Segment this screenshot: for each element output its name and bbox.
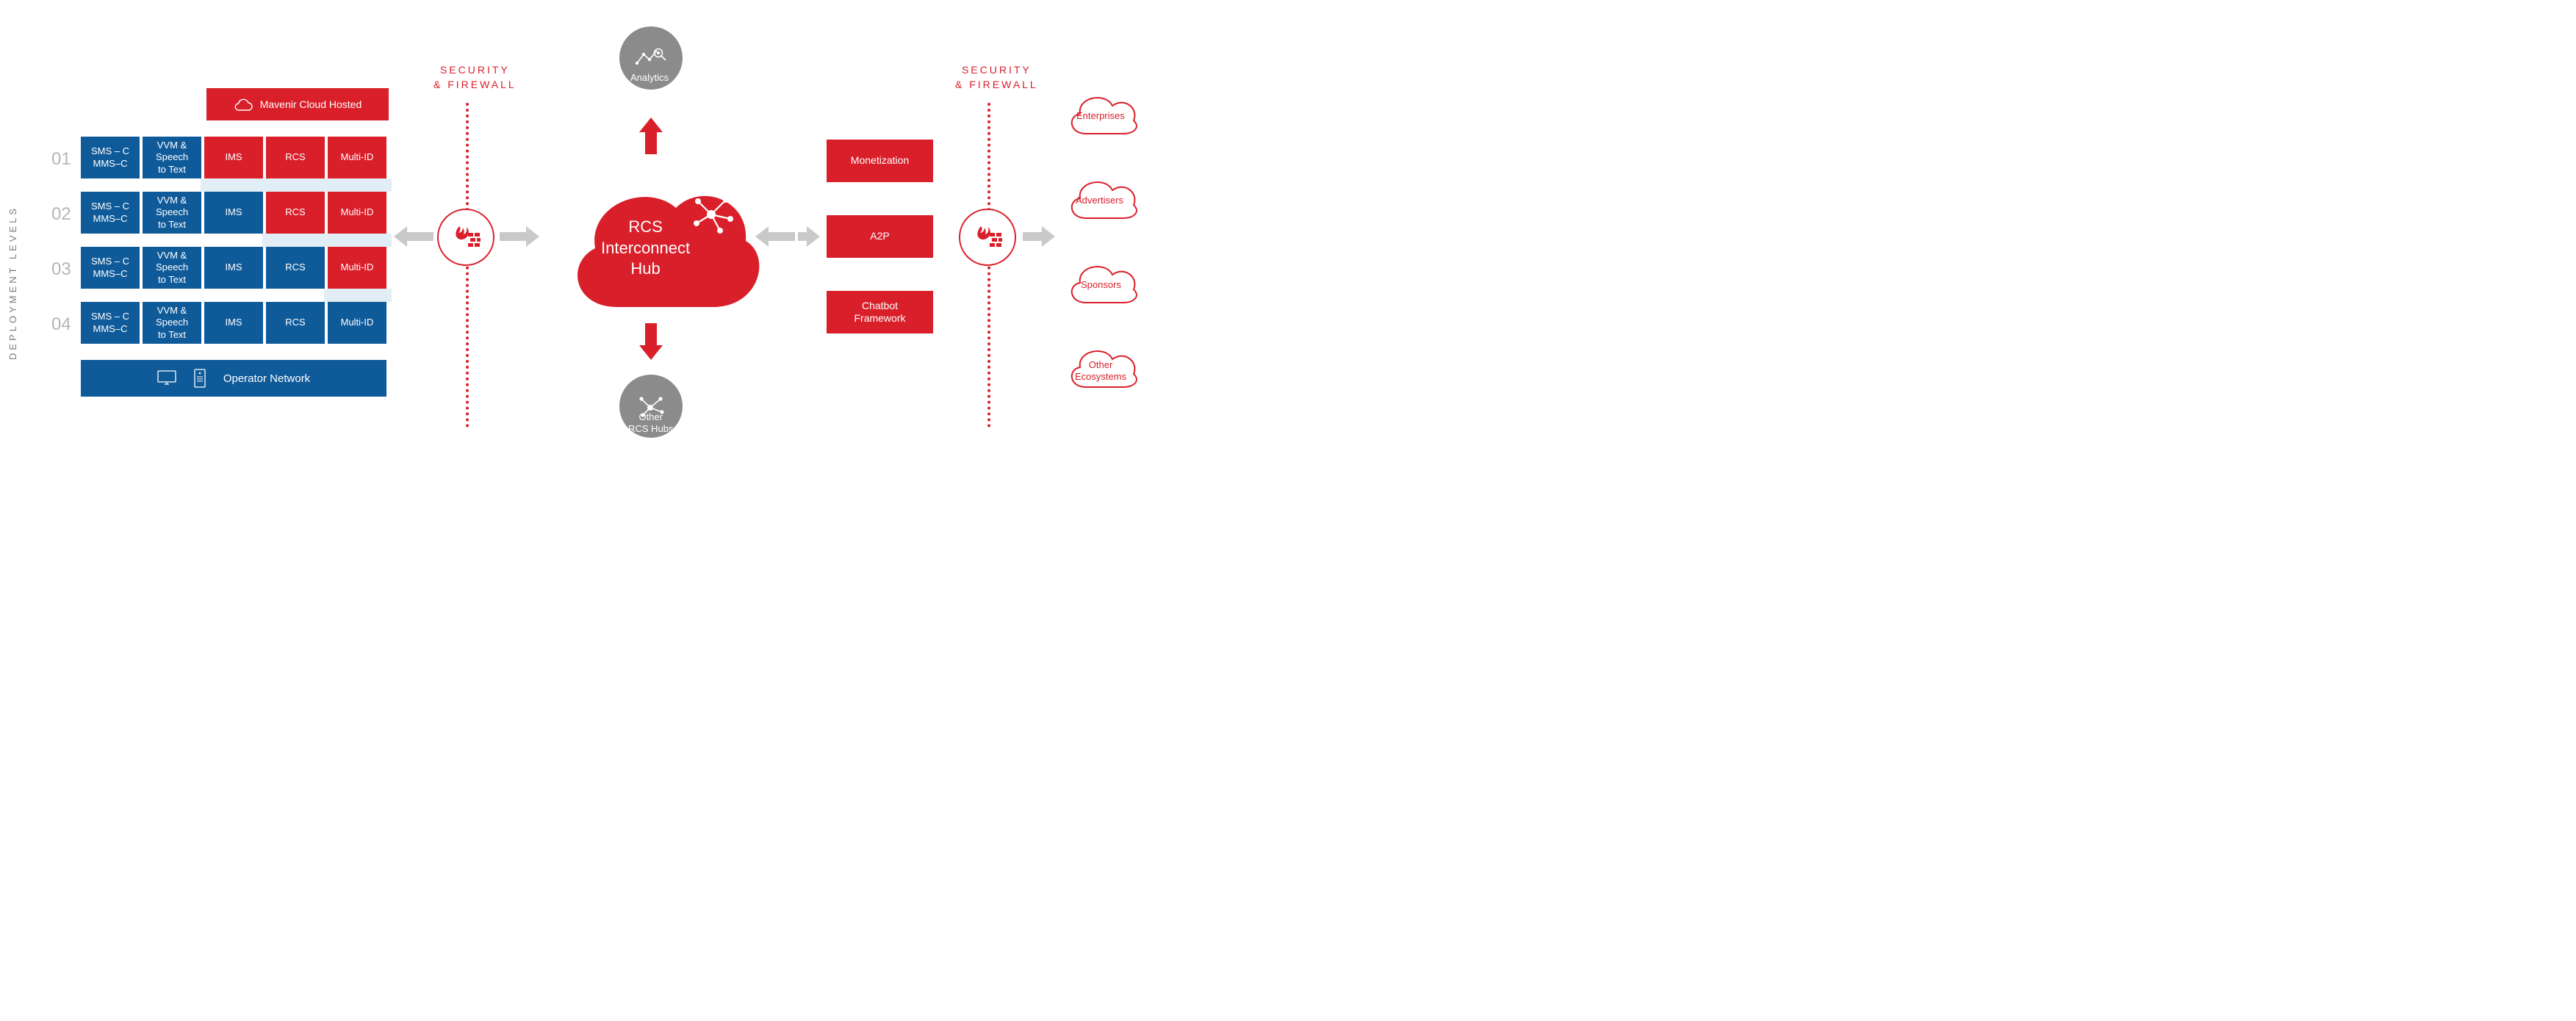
- label-advertisers: Advertisers: [1076, 195, 1123, 206]
- matrix-cell-r1c1: VVM &Speechto Text: [143, 192, 201, 234]
- cloud-hosted-label: Mavenir Cloud Hosted: [260, 98, 362, 110]
- label-other-eco: OtherEcosystems: [1075, 359, 1126, 382]
- matrix-cell-r2c0: SMS – CMMS–C: [81, 247, 140, 289]
- matrix-cell-r1c4: Multi-ID: [328, 192, 386, 234]
- level-num-01: 01: [51, 149, 71, 170]
- matrix-cell-r2c2: IMS: [204, 247, 263, 289]
- security-firewall-right-label: SECURITY& FIREWALL: [955, 63, 1038, 92]
- matrix-cell-r0c0: SMS – CMMS–C: [81, 137, 140, 178]
- matrix-cell-r0c2: IMS: [204, 137, 263, 178]
- arrow-to-other-hubs: [639, 323, 663, 360]
- matrix-cell-r1c3: RCS: [266, 192, 325, 234]
- arrow-to-right-boxes: [755, 226, 795, 247]
- analytics-icon: [635, 47, 667, 69]
- operator-network-bar: Operator Network: [81, 360, 386, 397]
- rcs-hub-label: RCSInterconnectHub: [601, 217, 690, 280]
- matrix-cell-r3c1: VVM &Speechto Text: [143, 302, 201, 344]
- right-box-monetization: Monetization: [827, 140, 933, 182]
- matrix-cell-r0c3: RCS: [266, 137, 325, 178]
- network-icon: [691, 191, 735, 235]
- matrix-cell-r0c4: Multi-ID: [328, 137, 386, 178]
- right-box-chatbot: ChatbotFramework: [827, 291, 933, 333]
- level-num-04: 04: [51, 314, 71, 335]
- matrix-cell-r0c1: VVM &Speechto Text: [143, 137, 201, 178]
- firewall-circle-right: [959, 209, 1016, 266]
- level-num-03: 03: [51, 259, 71, 280]
- operator-network-label: Operator Network: [223, 372, 310, 385]
- level-num-02: 02: [51, 204, 71, 225]
- other-hubs-label: OtherRCS Hubs: [628, 411, 673, 434]
- arrow-to-outline-clouds: [1023, 226, 1055, 247]
- label-enterprises: Enterprises: [1076, 110, 1125, 122]
- matrix-cell-r2c1: VVM &Speechto Text: [143, 247, 201, 289]
- arrow-to-left-fw: [394, 226, 433, 247]
- firewall-icon: [450, 224, 482, 250]
- firewall-icon: [971, 224, 1004, 250]
- label-sponsors: Sponsors: [1081, 279, 1121, 291]
- firewall-circle-left: [437, 209, 494, 266]
- matrix-cell-r1c2: IMS: [204, 192, 263, 234]
- shade-row3: [324, 289, 392, 302]
- matrix-cell-r3c4: Multi-ID: [328, 302, 386, 344]
- server-icon: [194, 369, 206, 388]
- deployment-levels-label: DEPLOYMENT LEVELS: [7, 206, 18, 360]
- matrix-cell-r3c0: SMS – CMMS–C: [81, 302, 140, 344]
- matrix-cell-r2c4: Multi-ID: [328, 247, 386, 289]
- matrix-cell-r1c0: SMS – CMMS–C: [81, 192, 140, 234]
- shade-row2: [262, 234, 392, 247]
- matrix-cell-r3c2: IMS: [204, 302, 263, 344]
- cloud-hosted-header: Mavenir Cloud Hosted: [206, 88, 389, 120]
- cloud-icon: [234, 98, 253, 111]
- right-box-a2p: A2P: [827, 215, 933, 258]
- monitor-icon: [157, 370, 176, 386]
- matrix-cell-r2c3: RCS: [266, 247, 325, 289]
- matrix-cell-r3c3: RCS: [266, 302, 325, 344]
- shade-row1: [201, 178, 392, 192]
- analytics-label: Analytics: [630, 72, 669, 84]
- arrow-from-right-boxes: [798, 226, 820, 247]
- arrow-from-left-fw: [500, 226, 539, 247]
- security-firewall-left-label: SECURITY& FIREWALL: [433, 63, 517, 92]
- arrow-to-analytics: [639, 118, 663, 154]
